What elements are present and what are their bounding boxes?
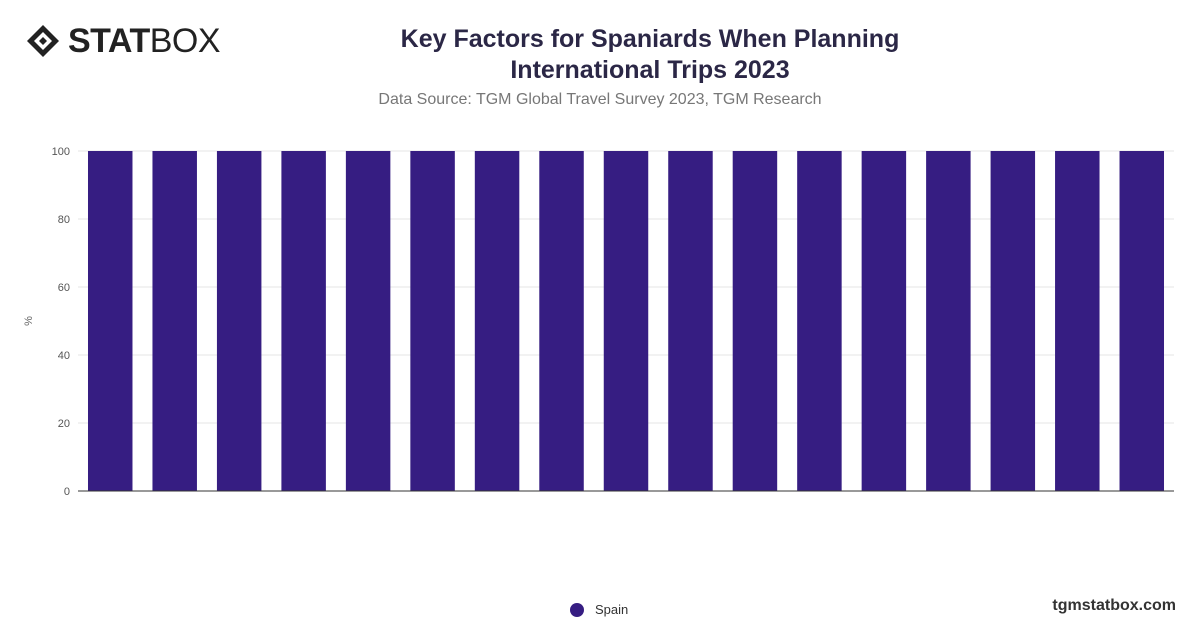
bar	[990, 151, 1036, 491]
chart-legend[interactable]: Spain	[570, 602, 628, 617]
bar	[1119, 151, 1165, 491]
logo-text-light: BOX	[149, 22, 221, 60]
y-tick-label: 20	[58, 418, 70, 430]
bar	[926, 151, 971, 491]
bar	[797, 151, 842, 491]
legend-label-spain: Spain	[595, 602, 629, 617]
bar	[474, 151, 520, 491]
bar	[410, 151, 455, 491]
y-tick-label: 0	[64, 486, 70, 498]
diamond-logo-icon	[27, 25, 59, 57]
statbox-logo: STATBOX	[26, 22, 221, 60]
legend-swatch-spain	[570, 602, 584, 617]
y-tick-label: 100	[52, 146, 70, 158]
logo-text: STATBOX	[68, 22, 221, 60]
bar	[345, 151, 391, 491]
bar	[1055, 151, 1100, 491]
logo-text-bold: STAT	[68, 22, 150, 60]
bar	[539, 151, 584, 491]
chart-title: Key Factors for Spaniards When Planning …	[400, 25, 900, 84]
y-tick-label: 80	[58, 214, 70, 226]
bar	[281, 151, 326, 491]
y-tick-label: 40	[58, 350, 70, 362]
y-axis-label: %	[23, 316, 35, 326]
chart-title-container: Key Factors for Spaniards When Planning …	[260, 24, 1040, 86]
chart-subtitle: Data Source: TGM Global Travel Survey 20…	[378, 91, 822, 108]
bar	[732, 151, 778, 491]
bar	[216, 151, 262, 491]
brand-url: tgmstatbox.com	[1052, 597, 1176, 614]
bar	[861, 151, 907, 491]
bar	[603, 151, 649, 491]
y-tick-label: 60	[58, 282, 70, 294]
bar	[668, 151, 713, 491]
bar	[87, 151, 133, 491]
bar	[152, 151, 197, 491]
